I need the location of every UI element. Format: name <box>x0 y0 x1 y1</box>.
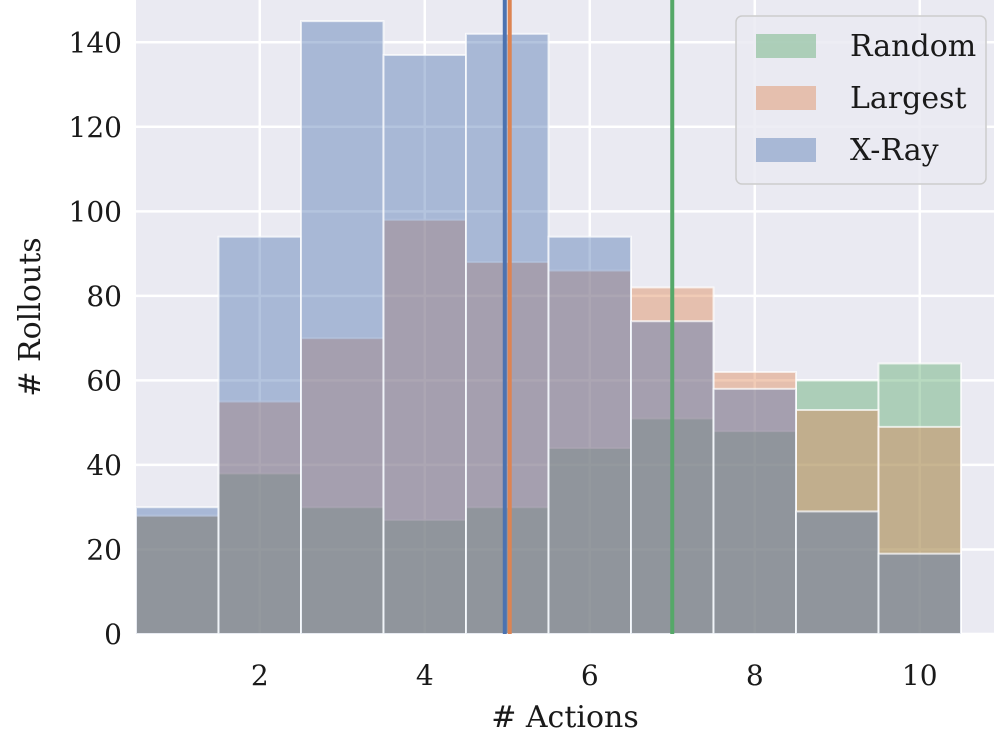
bar <box>300 20 385 635</box>
bar <box>877 552 962 636</box>
bar <box>795 379 880 635</box>
bars <box>135 20 962 636</box>
bar <box>877 362 962 635</box>
x-ticks: 2 4 6 8 10 <box>251 659 938 692</box>
y-tick-label: 20 <box>86 533 122 566</box>
bar <box>465 261 550 635</box>
bar <box>547 235 632 635</box>
legend-swatch <box>756 86 816 110</box>
grid <box>136 0 994 636</box>
series-largest <box>135 218 962 636</box>
y-tick-label: 120 <box>69 111 122 144</box>
y-tick-label: 60 <box>86 364 122 397</box>
bar <box>382 218 467 636</box>
bar <box>795 408 880 635</box>
series-random <box>135 362 962 636</box>
y-tick-label: 100 <box>69 195 122 228</box>
y-tick-label: 40 <box>86 449 122 482</box>
legend: Random Largest X-Ray <box>735 15 987 185</box>
bar <box>217 400 302 635</box>
x-axis-label: # Actions <box>491 700 639 731</box>
mean-lines <box>502 0 675 634</box>
legend-label: Largest <box>850 81 967 116</box>
legend-swatch <box>756 34 816 58</box>
legend-label: X-Ray <box>850 133 939 168</box>
y-axis-label: # Rollouts <box>13 237 48 396</box>
bar <box>217 235 302 635</box>
x-tick-label: 10 <box>902 659 938 692</box>
bar <box>465 32 550 635</box>
legend-swatch <box>756 138 816 162</box>
series-x-ray <box>135 20 962 636</box>
bar <box>712 387 797 635</box>
y-ticks: 0 20 40 60 80 100 120 140 <box>69 26 122 651</box>
legend-box <box>735 15 987 185</box>
bar <box>382 53 467 636</box>
y-tick-label: 140 <box>69 26 122 59</box>
bar <box>795 510 880 635</box>
y-tick-label: 80 <box>86 280 122 313</box>
x-tick-label: 8 <box>746 659 764 692</box>
bar <box>135 514 220 635</box>
bar <box>877 425 962 636</box>
y-tick-label: 0 <box>104 618 122 651</box>
x-tick-label: 6 <box>581 659 599 692</box>
bar <box>712 370 797 635</box>
bar <box>300 337 385 635</box>
x-tick-label: 4 <box>416 659 434 692</box>
x-tick-label: 2 <box>251 659 269 692</box>
bar <box>135 506 220 636</box>
legend-label: Random <box>850 29 976 64</box>
